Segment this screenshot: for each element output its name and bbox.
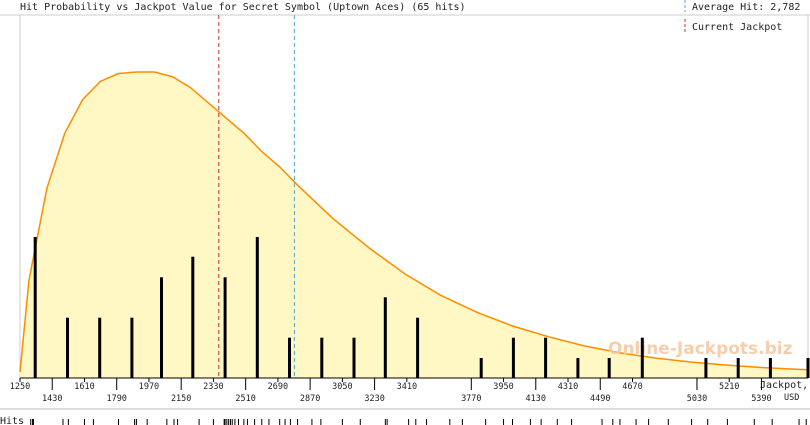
x-tick-label: 3950 — [493, 382, 513, 392]
x-tick-label: 1430 — [42, 394, 62, 404]
x-tick-label: 4310 — [558, 382, 578, 392]
legend: Average Hit: 2,782 Current Jackpot — [684, 0, 800, 33]
legend-label-average: Average Hit: 2,782 — [692, 2, 800, 13]
hit-bar — [130, 317, 134, 378]
x-tick-label: 2330 — [203, 382, 223, 392]
hit-bar — [98, 317, 102, 378]
watermark: Online-Jackpots.biz — [608, 339, 793, 359]
hit-bar — [320, 337, 324, 378]
x-tick-label: 2690 — [268, 382, 288, 392]
hit-bar — [352, 337, 356, 378]
hit-ticks — [30, 419, 807, 425]
hit-bar — [806, 358, 810, 378]
hit-bar — [736, 358, 740, 378]
hit-bar — [191, 256, 195, 378]
hit-bar — [640, 337, 644, 378]
hit-bar — [768, 358, 772, 378]
hit-bar — [704, 358, 708, 378]
legend-label-current: Current Jackpot — [692, 22, 782, 33]
x-ticks-top: 1250 1610 1970 2330 2690 3050 3410 3950 4310 4670… — [10, 378, 739, 392]
hit-bar — [607, 358, 611, 378]
x-tick-label: 1970 — [139, 382, 159, 392]
probability-curve — [19, 71, 809, 372]
probability-area — [20, 72, 808, 378]
x-tick-label: 3770 — [461, 394, 481, 404]
hit-bar — [255, 237, 259, 378]
hit-bar — [416, 317, 420, 378]
hit-bar — [33, 237, 37, 378]
x-tick-label: 1250 — [10, 382, 30, 392]
x-tick-label: 3410 — [397, 382, 417, 392]
x-tick-label: 5030 — [687, 394, 707, 404]
x-tick-label: 3230 — [364, 394, 384, 404]
x-tick-label: 4670 — [622, 382, 642, 392]
x-tick-label: 1790 — [106, 394, 126, 404]
x-tick-label: 2150 — [171, 394, 191, 404]
hit-bar — [511, 337, 515, 378]
hit-bar — [544, 337, 548, 378]
hit-bar — [288, 337, 291, 378]
x-axis-label-line1: Jackpot, — [760, 380, 808, 391]
x-axis-label-line2: USD — [784, 393, 799, 403]
x-tick-label: 5390 — [751, 394, 771, 404]
x-tick-label: 1610 — [74, 382, 94, 392]
x-tick-label: 2870 — [300, 394, 320, 404]
hit-bar — [383, 297, 387, 378]
hit-bars — [33, 237, 810, 378]
hit-bar — [479, 358, 483, 378]
x-tick-label: 2510 — [235, 394, 255, 404]
x-tick-label: 3050 — [332, 382, 352, 392]
x-ticks-bottom: 1430 1790 2150 2510 2870 3230 3770 4130 4490 5030… — [42, 378, 772, 404]
chart-title: Hit Probability vs Jackpot Value for Sec… — [20, 2, 466, 13]
hit-bar — [223, 277, 227, 378]
hit-bar — [576, 358, 580, 378]
x-tick-label: 4490 — [590, 394, 610, 404]
hit-bar — [160, 277, 163, 378]
hits-label: Hits — [0, 416, 24, 425]
hit-bar — [66, 317, 69, 378]
x-tick-label: 5210 — [719, 382, 739, 392]
x-tick-label: 4130 — [526, 394, 546, 404]
